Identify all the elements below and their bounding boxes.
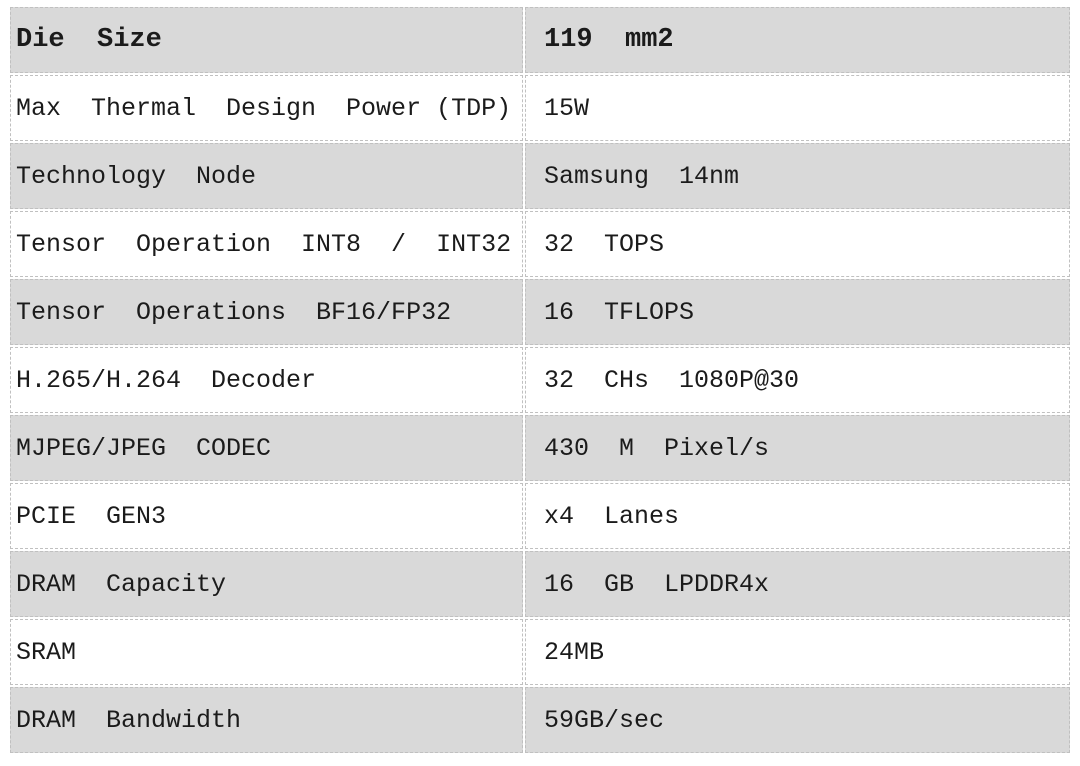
table-row: Tensor Operation INT8 / INT32 32 TOPS [10,211,1070,277]
spec-label-sram: SRAM [10,619,523,685]
table-row: Die Size 119 mm2 [10,7,1070,73]
spec-value-pcie: x4 Lanes [525,483,1070,549]
table-row: Tensor Operations BF16/FP32 16 TFLOPS [10,279,1070,345]
spec-label-tensor-bf16: Tensor Operations BF16/FP32 [10,279,523,345]
spec-value-max-tdp: 15W [525,75,1070,141]
spec-label-technology-node: Technology Node [10,143,523,209]
spec-label-pcie: PCIE GEN3 [10,483,523,549]
spec-value-dram-capacity: 16 GB LPDDR4x [525,551,1070,617]
spec-value-dram-bandwidth: 59GB/sec [525,687,1070,753]
table-row: Technology Node Samsung 14nm [10,143,1070,209]
table-row: MJPEG/JPEG CODEC 430 M Pixel/s [10,415,1070,481]
spec-label-dram-capacity: DRAM Capacity [10,551,523,617]
table-row: Max Thermal Design Power (TDP) 15W [10,75,1070,141]
table-row: PCIE GEN3 x4 Lanes [10,483,1070,549]
spec-value-decoder: 32 CHs 1080P@30 [525,347,1070,413]
spec-value-tensor-int8: 32 TOPS [525,211,1070,277]
table-row: DRAM Bandwidth 59GB/sec [10,687,1070,753]
spec-table: Die Size 119 mm2 Max Thermal Design Powe… [8,5,1072,755]
spec-label-mjpeg-codec: MJPEG/JPEG CODEC [10,415,523,481]
spec-label-max-tdp: Max Thermal Design Power (TDP) [10,75,523,141]
spec-value-tensor-bf16: 16 TFLOPS [525,279,1070,345]
spec-value-mjpeg-codec: 430 M Pixel/s [525,415,1070,481]
spec-label-tensor-int8: Tensor Operation INT8 / INT32 [10,211,523,277]
spec-table-body: Die Size 119 mm2 Max Thermal Design Powe… [10,7,1070,753]
table-row: H.265/H.264 Decoder 32 CHs 1080P@30 [10,347,1070,413]
table-row: SRAM 24MB [10,619,1070,685]
spec-label-die-size: Die Size [10,7,523,73]
spec-label-dram-bandwidth: DRAM Bandwidth [10,687,523,753]
spec-value-technology-node: Samsung 14nm [525,143,1070,209]
spec-value-sram: 24MB [525,619,1070,685]
spec-value-die-size: 119 mm2 [525,7,1070,73]
spec-label-decoder: H.265/H.264 Decoder [10,347,523,413]
table-row: DRAM Capacity 16 GB LPDDR4x [10,551,1070,617]
